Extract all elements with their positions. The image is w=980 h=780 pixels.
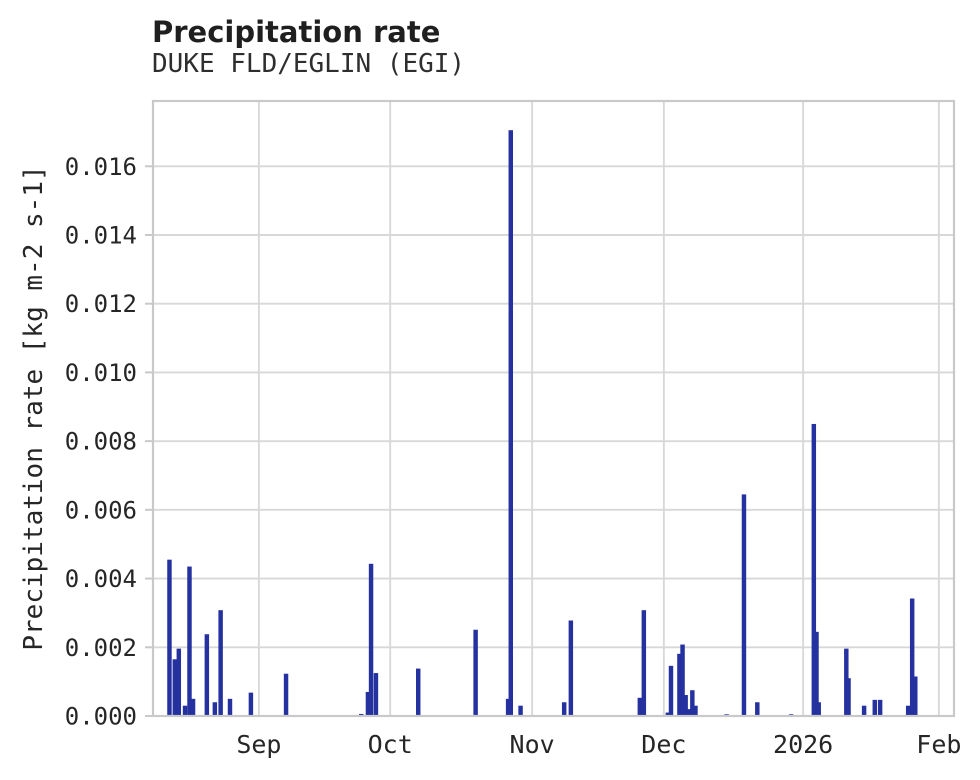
bar xyxy=(248,692,254,716)
chart-title: Precipitation rate xyxy=(152,15,441,49)
y-tick-label: 0.002 xyxy=(65,634,137,662)
y-tick-label: 0.016 xyxy=(65,153,137,181)
bar xyxy=(561,702,567,716)
bar xyxy=(204,634,210,716)
bar xyxy=(641,610,647,716)
bar xyxy=(861,705,867,716)
bar xyxy=(368,563,374,716)
bar xyxy=(877,699,883,716)
bar xyxy=(741,494,747,716)
bar xyxy=(473,629,478,716)
x-tick-label: Oct xyxy=(368,730,413,759)
x-tick-label: Feb xyxy=(916,730,961,759)
bar xyxy=(755,702,760,716)
bar xyxy=(816,702,821,716)
bar xyxy=(909,598,915,716)
y-tick-label: 0.010 xyxy=(65,359,137,387)
bar xyxy=(677,653,682,716)
bar xyxy=(365,691,371,716)
bar xyxy=(187,566,192,716)
bar xyxy=(811,423,817,716)
bar xyxy=(913,676,918,716)
bar xyxy=(814,631,819,716)
bar xyxy=(218,610,223,716)
bar xyxy=(846,678,851,716)
bar xyxy=(905,705,911,716)
y-tick-label: 0.006 xyxy=(65,496,137,524)
bar xyxy=(505,698,511,716)
x-tick-label: 2026 xyxy=(773,730,833,759)
y-tick-label: 0.000 xyxy=(65,703,137,731)
bar xyxy=(373,673,379,716)
y-tick-label: 0.014 xyxy=(65,221,137,249)
y-tick-label: 0.004 xyxy=(65,565,137,593)
bar xyxy=(283,673,289,716)
bar xyxy=(227,698,233,716)
bar xyxy=(518,705,523,716)
bar xyxy=(680,644,685,716)
x-tick-label: Nov xyxy=(510,730,555,759)
plot-background xyxy=(153,101,954,716)
bar xyxy=(568,620,574,716)
x-tick-label: Sep xyxy=(236,730,281,759)
bar xyxy=(693,705,698,716)
bar xyxy=(508,130,514,716)
bar xyxy=(415,668,421,716)
bar xyxy=(212,702,218,716)
bar xyxy=(182,705,188,716)
chart-subtitle: DUKE FLD/EGLIN (EGI) xyxy=(152,49,466,79)
bar xyxy=(176,648,182,716)
bar xyxy=(167,559,172,716)
bar xyxy=(172,659,178,716)
x-tick-label: Dec xyxy=(641,730,686,759)
bar xyxy=(665,712,671,716)
bar xyxy=(690,690,695,716)
bar xyxy=(668,665,674,716)
bar xyxy=(637,697,643,716)
bar xyxy=(190,698,196,716)
bar xyxy=(686,709,691,716)
bar xyxy=(683,695,688,716)
y-tick-label: 0.012 xyxy=(65,290,137,318)
bar xyxy=(872,699,878,716)
y-tick-label: 0.008 xyxy=(65,428,137,456)
plot-frame xyxy=(151,99,956,718)
